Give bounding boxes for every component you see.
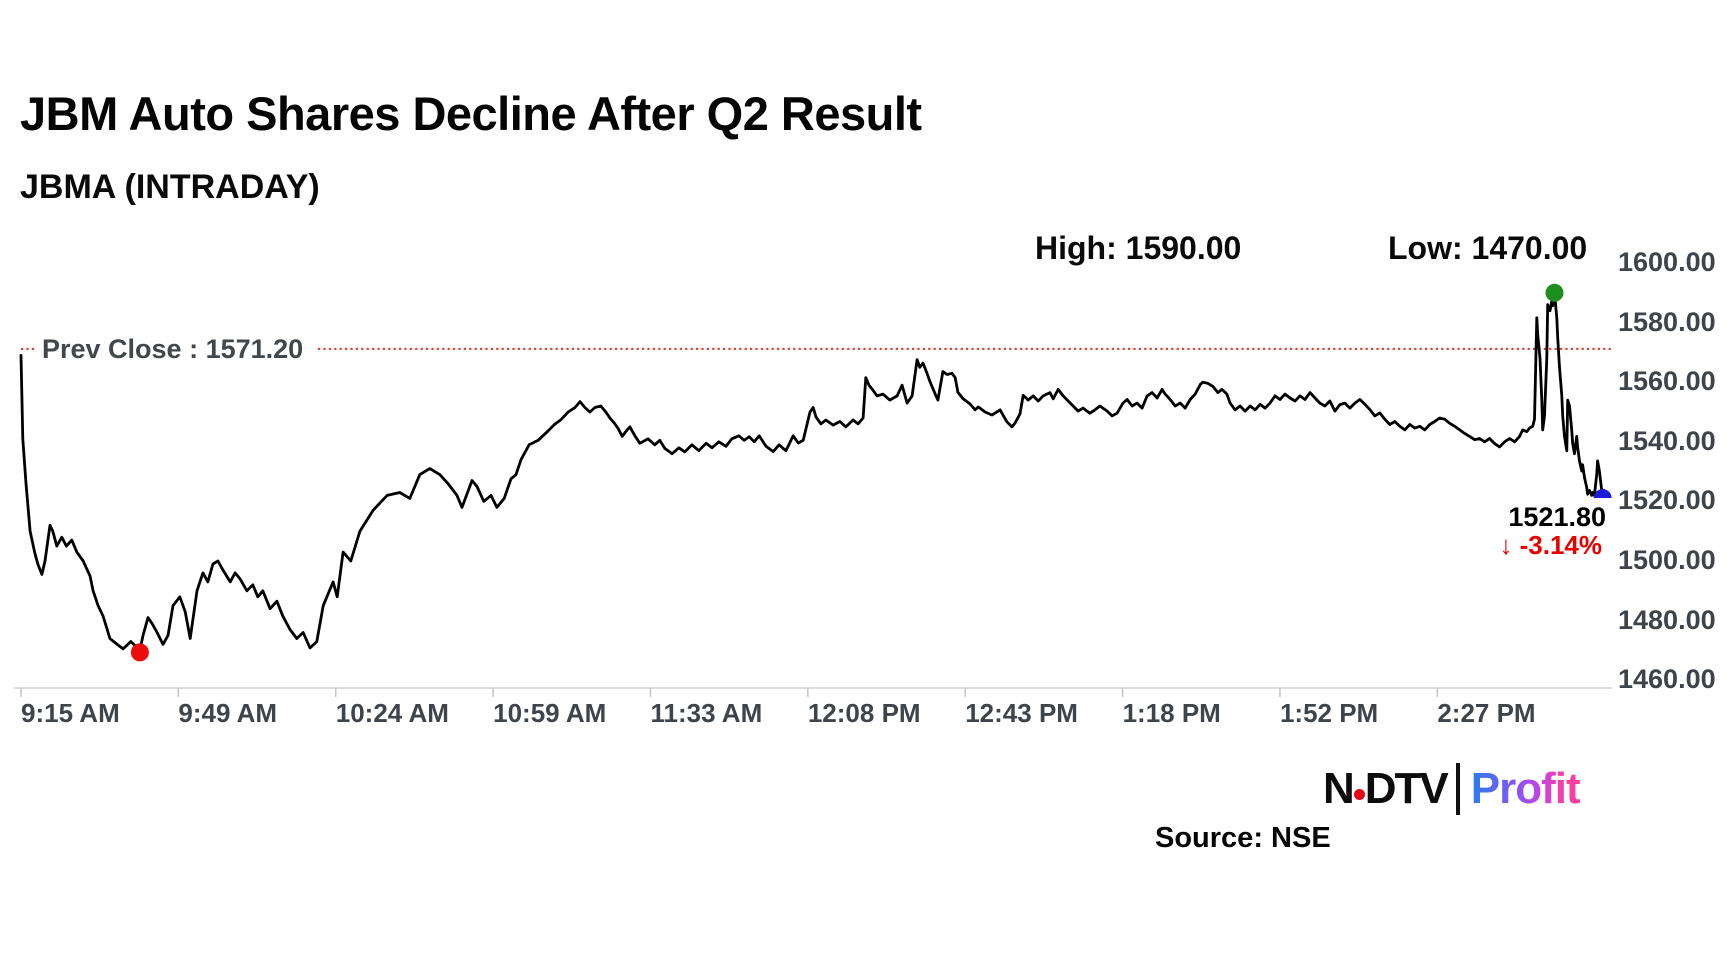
ndtv-wordmark: N DTV	[1323, 764, 1449, 814]
low-marker-dot	[130, 643, 149, 662]
change-percent: -3.14%	[1519, 530, 1602, 560]
x-axis-label: 12:08 PM	[807, 698, 921, 728]
y-axis-label: 1580.00	[1618, 306, 1716, 337]
x-axis-label: 9:15 AM	[21, 698, 120, 728]
last-price-value: 1521.80	[1508, 502, 1606, 532]
prev-close-label: Prev Close : 1571.20	[36, 334, 318, 364]
ndtv-letters-dtv: DTV	[1364, 764, 1449, 813]
ndtv-red-dot-icon	[1353, 788, 1365, 800]
x-axis-label: 1:52 PM	[1279, 698, 1379, 728]
y-axis-label: 1460.00	[1618, 664, 1716, 695]
x-axis-label: 10:59 AM	[493, 698, 607, 728]
y-axis-label: 1600.00	[1618, 247, 1716, 277]
high-marker-dot	[1545, 283, 1564, 302]
high-stat: High: 1590.00	[1035, 230, 1242, 266]
page-title: JBM Auto Shares Decline After Q2 Result	[20, 87, 922, 140]
down-arrow-icon: ↓	[1499, 530, 1513, 560]
y-axis-label: 1560.00	[1618, 366, 1716, 397]
last-marker-dot	[1593, 489, 1612, 499]
y-axis-label: 1540.00	[1618, 425, 1716, 456]
x-axis-label: 12:43 PM	[965, 698, 1078, 728]
y-axis-label: 1480.00	[1618, 604, 1716, 635]
chart-subtitle-symbol: JBMA (INTRADAY)	[20, 168, 320, 206]
source-attribution: Source: NSE	[1155, 822, 1331, 854]
y-axis-label: 1520.00	[1618, 485, 1716, 516]
x-axis-label: 1:18 PM	[1122, 698, 1221, 728]
profit-wordmark: Profit	[1470, 764, 1581, 813]
y-axis-label: 1500.00	[1618, 545, 1716, 575]
x-axis-label: 10:24 AM	[335, 698, 449, 728]
x-axis-label: 2:27 PM	[1437, 698, 1536, 728]
price-line	[19, 291, 1604, 652]
ndtv-letter-n: N	[1323, 764, 1355, 813]
low-stat: Low: 1470.00	[1388, 230, 1588, 266]
x-axis-label: 9:49 AM	[178, 698, 278, 728]
ndtv-profit-logo: N DTV Profit	[1323, 763, 1581, 815]
x-axis-label: 11:33 AM	[650, 698, 763, 728]
last-price-change: ↓ -3.14%	[1406, 530, 1602, 561]
logo-divider-bar	[1455, 763, 1460, 815]
